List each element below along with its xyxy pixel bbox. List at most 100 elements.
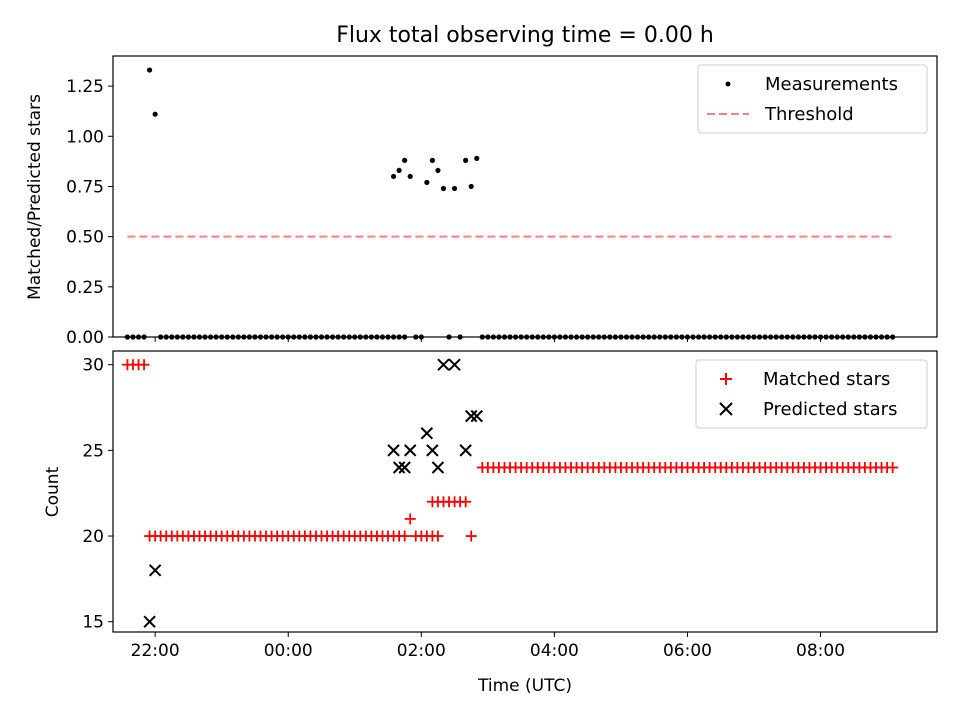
measurements-point: [845, 334, 851, 340]
measurements-point: [329, 334, 336, 340]
measurements-point: [779, 334, 785, 340]
legend-matched-marker: [720, 373, 732, 385]
measurements-point: [684, 334, 691, 340]
top-y-axis-label: Matched/Predicted stars: [25, 94, 45, 300]
measurements-point: [141, 334, 147, 340]
measurements-point: [191, 334, 197, 340]
measurements-point: [390, 173, 397, 180]
measurements-point: [734, 334, 740, 340]
measurements-point: [274, 334, 280, 340]
measurements-point: [390, 334, 397, 340]
predicted-stars-point: [392, 461, 406, 474]
measurements-point: [318, 334, 325, 340]
legend-threshold-label: Threshold: [764, 104, 854, 125]
bottom-legend-box: [695, 359, 928, 429]
measurements-point: [884, 334, 890, 340]
bottom-legend: Matched stars Predicted stars: [695, 359, 928, 429]
measurements-point: [479, 334, 485, 340]
measurements-point: [773, 334, 779, 340]
measurements-point: [402, 157, 408, 163]
measurements-point: [756, 334, 763, 340]
measurements-point: [501, 334, 508, 340]
measurements-point: [468, 183, 474, 190]
measurements-point: [435, 167, 441, 174]
bottom-y-tick-label: 25: [82, 441, 104, 461]
matched-stars-point: [432, 530, 444, 542]
measurements-point: [268, 334, 275, 340]
measurements-point: [457, 334, 463, 340]
measurements-point: [180, 334, 186, 340]
measurements-point: [562, 334, 569, 340]
top-panel: 0.00 0.25 0.50 0.75 1.00 1.25 Matched/Predict…: [25, 55, 938, 348]
measurements-point: [662, 334, 668, 340]
predicted-stars-point: [470, 409, 483, 423]
measurements-point: [524, 334, 530, 340]
matched-stars-point: [887, 462, 899, 474]
measurements-point: [856, 334, 862, 340]
predicted-stars-point: [404, 444, 417, 457]
measurements-point: [862, 334, 868, 340]
measurements-point: [135, 334, 142, 340]
measurements-point: [385, 334, 391, 340]
predicted-stars-point: [143, 615, 156, 628]
measurements-point: [607, 334, 613, 340]
measurements-point: [618, 334, 624, 340]
measurements-point: [196, 334, 203, 340]
measurements-point: [374, 334, 380, 340]
bottom-x-tick-label: 22:00: [131, 641, 180, 661]
measurements-point: [324, 334, 330, 340]
measurements-point: [801, 334, 807, 340]
measurements-point: [596, 334, 602, 340]
measurements-point: [507, 334, 513, 340]
bottom-plot-area: [121, 358, 899, 628]
measurements-point: [573, 334, 580, 340]
measurements-point: [634, 334, 641, 340]
measurements-point: [867, 334, 874, 340]
measurements-point: [302, 334, 308, 340]
measurements-point: [768, 334, 774, 340]
measurements-point: [396, 334, 402, 340]
measurements-point: [496, 334, 502, 340]
measurements-point: [257, 334, 264, 340]
measurements-point: [313, 334, 319, 340]
measurements-point: [158, 334, 164, 340]
matched-stars-point: [465, 530, 477, 542]
bottom-x-tick-label: 00:00: [264, 641, 313, 661]
measurements-point: [640, 334, 646, 340]
measurements-point: [718, 334, 724, 340]
matched-stars-point: [138, 359, 150, 371]
predicted-stars-point: [459, 444, 472, 457]
measurements-point: [485, 334, 491, 340]
measurements-point: [418, 334, 424, 340]
bottom-x-tick-label: 06:00: [663, 641, 712, 661]
measurements-point: [174, 334, 180, 340]
measurements-point: [590, 334, 596, 340]
measurements-point: [202, 334, 208, 340]
measurements-point: [795, 334, 801, 340]
measurements-point: [213, 334, 219, 340]
top-y-tick-label: 1.00: [66, 127, 104, 147]
top-y-tick-label: 0.00: [66, 328, 104, 348]
measurements-point: [629, 334, 635, 340]
predicted-stars-point: [148, 564, 162, 577]
measurements-point: [529, 334, 535, 340]
measurements-point: [651, 334, 657, 340]
measurements-point: [224, 334, 230, 340]
predicted-stars-point: [426, 444, 439, 457]
bottom-y-axis: 15 20 25 30: [82, 356, 113, 633]
measurements-point: [185, 334, 192, 340]
measurements-point: [424, 179, 430, 186]
measurements-point: [668, 334, 674, 340]
measurements-point: [729, 334, 735, 340]
legend-measurements-marker: [725, 81, 731, 87]
top-plot-area: [124, 67, 896, 340]
measurements-point: [751, 334, 757, 340]
measurements-point: [463, 157, 469, 163]
measurements-point: [784, 334, 790, 340]
top-y-tick-label: 0.75: [66, 177, 104, 197]
measurements-point: [379, 334, 386, 340]
bottom-y-tick-label: 20: [82, 527, 104, 547]
bottom-y-tick-label: 30: [82, 356, 104, 376]
measurements-point: [679, 334, 685, 340]
